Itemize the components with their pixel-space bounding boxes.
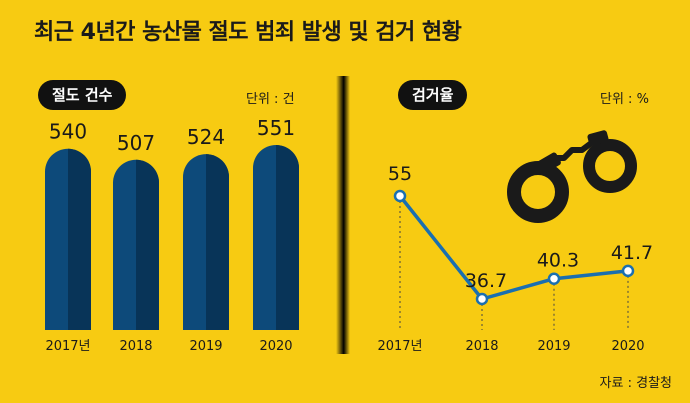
bar-value-label: 540	[49, 120, 87, 144]
bar-chart: 540 2017년 507 2018 524 2019 551 2020	[45, 116, 299, 354]
bar-shade	[276, 145, 299, 330]
bar-shade	[136, 159, 159, 330]
x-tick-label: 2017년	[45, 339, 90, 354]
panel-divider	[336, 76, 350, 354]
x-tick-label: 2019	[537, 339, 570, 354]
x-tick-label: 2020	[259, 339, 292, 354]
bar-shade	[68, 148, 91, 330]
data-point	[547, 272, 561, 285]
source-note: 자료 : 경찰청	[599, 376, 672, 391]
x-tick-label: 2017년	[377, 339, 422, 354]
bar-chart-unit: 단위 : 건	[246, 92, 295, 107]
series-line	[398, 194, 629, 301]
point-value-label: 36.7	[465, 270, 507, 292]
bar-shade	[206, 154, 229, 330]
data-point	[475, 292, 489, 306]
handcuffs-icon	[507, 130, 637, 223]
bar-chart-label: 절도 건수	[38, 80, 127, 110]
x-tick-label: 2018	[465, 339, 498, 354]
data-point	[393, 189, 407, 203]
line-chart: 55 2017년 36.7 2018 40.3 2019 41.7 2020	[377, 163, 653, 354]
x-tick-label: 2018	[119, 339, 152, 354]
point-value-label: 41.7	[611, 242, 653, 264]
line-chart-unit: 단위 : %	[600, 92, 649, 107]
line-chart-label: 검거율	[398, 80, 468, 110]
data-point	[621, 264, 635, 278]
x-tick-label: 2020	[611, 339, 644, 354]
point-value-label: 55	[388, 163, 412, 185]
bar-value-label: 524	[187, 125, 225, 149]
x-tick-label: 2019	[189, 339, 222, 354]
chart-title: 최근 4년간 농산물 절도 범죄 발생 및 검거 현황	[34, 20, 462, 45]
point-value-label: 40.3	[537, 250, 579, 272]
bar-value-label: 507	[117, 131, 155, 155]
bar-value-label: 551	[257, 116, 295, 140]
